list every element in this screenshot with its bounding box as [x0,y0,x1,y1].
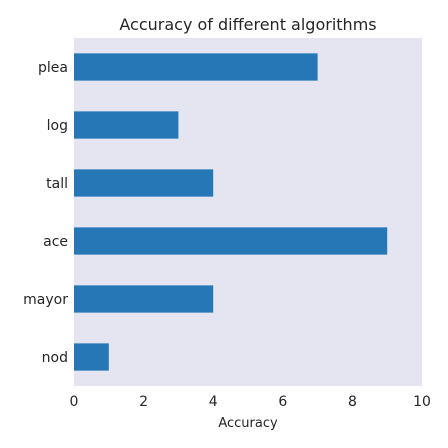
x-tick-label-0: 0 [70,394,79,410]
x-axis-label: Accuracy [218,416,278,431]
x-tick-label-8: 8 [348,394,357,410]
x-tick-label-2: 2 [139,394,148,410]
bar-mayor [74,285,214,313]
bars-group [74,53,388,371]
y-tick-label-log: log [47,118,68,134]
y-tick-labels: plea log tall ace mayor nod [23,60,68,366]
y-tick-label-plea: plea [38,60,68,76]
bar-plea [74,53,318,81]
y-tick-label-tall: tall [46,176,68,192]
bar-nod [74,343,109,371]
y-tick-label-nod: nod [42,350,68,366]
plot-area [74,38,422,386]
x-tick-label-6: 6 [278,394,287,410]
x-tick-label-4: 4 [209,394,218,410]
chart-title: Accuracy of different algorithms [119,15,376,34]
x-tick-labels: 0 2 4 6 8 10 [70,394,431,410]
y-tick-label-mayor: mayor [23,292,68,308]
y-tick-label-ace: ace [43,234,68,250]
x-tick-label-10: 10 [413,394,431,410]
bar-ace [74,227,388,255]
bar-log [74,111,179,139]
bar-tall [74,169,214,197]
